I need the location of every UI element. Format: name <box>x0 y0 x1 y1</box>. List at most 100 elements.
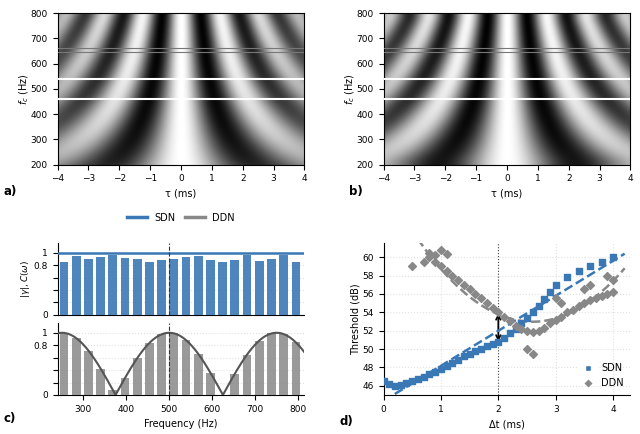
Point <box>602 290 612 297</box>
Text: c): c) <box>3 412 15 425</box>
Point <box>568 306 578 313</box>
Point <box>488 304 498 311</box>
Point <box>522 327 532 334</box>
Point <box>585 297 595 304</box>
Bar <box>145 343 154 395</box>
Bar <box>243 255 252 315</box>
Point <box>596 258 607 265</box>
Point <box>482 343 492 350</box>
Bar <box>72 338 81 395</box>
Point <box>527 309 538 316</box>
Point <box>562 274 572 281</box>
Point <box>424 249 435 256</box>
Point <box>459 281 469 288</box>
Bar <box>72 256 81 315</box>
Bar <box>382 79 632 99</box>
Point <box>579 299 589 306</box>
Point <box>511 322 521 329</box>
Bar <box>182 340 191 395</box>
Y-axis label: Threshold (dB): Threshold (dB) <box>351 283 361 355</box>
Bar <box>255 261 264 315</box>
Bar <box>206 260 215 315</box>
Bar <box>170 333 179 395</box>
Point <box>556 313 566 320</box>
Bar <box>121 378 129 395</box>
Point <box>527 350 538 357</box>
Point <box>424 370 435 377</box>
Bar <box>96 257 105 315</box>
Point <box>470 347 481 354</box>
Point <box>436 366 446 373</box>
Bar <box>279 255 288 315</box>
X-axis label: τ (ms): τ (ms) <box>165 189 196 199</box>
Point <box>539 325 549 332</box>
Bar <box>56 79 306 99</box>
Point <box>545 320 555 327</box>
Point <box>522 345 532 352</box>
Y-axis label: $f_c$ (Hz): $f_c$ (Hz) <box>343 73 356 105</box>
Bar <box>84 351 93 395</box>
Bar <box>121 258 129 315</box>
Point <box>419 258 429 265</box>
Bar <box>56 48 306 52</box>
Point <box>573 302 584 309</box>
Point <box>476 295 486 302</box>
Point <box>516 326 527 332</box>
Point <box>545 289 555 296</box>
Point <box>413 376 423 383</box>
Point <box>459 353 469 360</box>
Bar <box>96 368 105 395</box>
Point <box>453 357 463 364</box>
Point <box>430 252 440 259</box>
Bar <box>230 374 239 395</box>
Point <box>591 294 601 301</box>
Point <box>499 313 509 320</box>
Point <box>465 350 475 357</box>
Point <box>573 267 584 274</box>
Point <box>442 251 452 258</box>
Point <box>401 379 412 386</box>
Bar <box>182 257 191 315</box>
Bar <box>267 259 276 315</box>
Point <box>550 281 561 288</box>
Text: d): d) <box>339 415 353 428</box>
Bar <box>194 354 203 395</box>
Bar <box>145 262 154 315</box>
Point <box>602 272 612 279</box>
X-axis label: τ (ms): τ (ms) <box>492 189 523 199</box>
Point <box>522 314 532 321</box>
X-axis label: Δt (ms): Δt (ms) <box>489 419 525 429</box>
Point <box>424 254 435 261</box>
Point <box>596 292 607 299</box>
Bar <box>157 260 166 315</box>
Point <box>407 263 417 270</box>
Point <box>608 254 618 261</box>
Point <box>533 327 543 334</box>
Point <box>539 296 549 303</box>
Bar <box>108 255 117 315</box>
Point <box>384 381 394 388</box>
Bar <box>291 342 300 395</box>
Point <box>378 378 388 385</box>
Legend: SDN, DDN: SDN, DDN <box>124 209 239 227</box>
Bar <box>267 333 276 395</box>
Point <box>482 299 492 306</box>
Point <box>436 263 446 270</box>
Bar <box>60 333 68 395</box>
Point <box>505 318 515 325</box>
Point <box>550 316 561 323</box>
Bar <box>60 262 68 315</box>
Point <box>430 258 440 265</box>
Legend: SDN, DDN: SDN, DDN <box>577 362 625 390</box>
Point <box>562 309 572 316</box>
Point <box>556 299 566 306</box>
Y-axis label: $f_c$ (Hz): $f_c$ (Hz) <box>17 73 31 105</box>
Point <box>505 330 515 337</box>
Point <box>608 289 618 296</box>
Y-axis label: $|\gamma|, C(\omega)$: $|\gamma|, C(\omega)$ <box>19 260 32 298</box>
Point <box>465 286 475 293</box>
Bar <box>255 341 264 395</box>
Point <box>436 247 446 253</box>
Bar <box>84 259 93 315</box>
X-axis label: Frequency (Hz): Frequency (Hz) <box>144 419 218 429</box>
